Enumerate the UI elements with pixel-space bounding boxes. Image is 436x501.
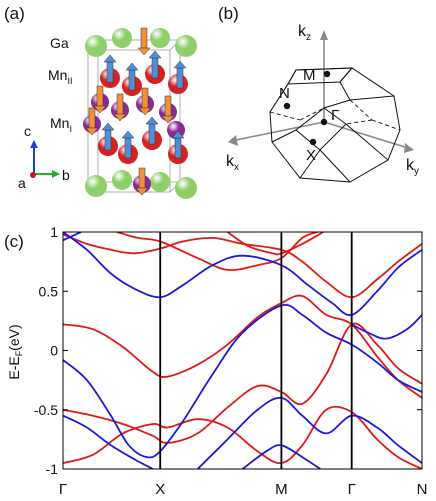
plot-frame	[62, 231, 423, 470]
panel-c-label: (c)	[4, 232, 24, 251]
bz-X-label: X	[306, 147, 316, 164]
bz-points	[283, 70, 331, 146]
axis-b-label: b	[62, 167, 70, 183]
point-N-dot	[283, 102, 291, 110]
svg-text:MnI: MnI	[50, 115, 72, 134]
crystal-structure-figure: Ga MnII MnI c a b	[18, 27, 197, 199]
spin-down-arrow	[85, 107, 99, 136]
kpoint-tick-label: M	[275, 481, 288, 498]
mn1-subscript: I	[69, 124, 72, 134]
spin-up-arrow	[171, 130, 185, 159]
bz-Gamma-label: Γ	[331, 107, 339, 124]
kpoint-tick-label: Γ	[59, 481, 67, 498]
panel-b-label: (b)	[218, 4, 239, 23]
ga-atom	[85, 175, 107, 197]
ga-atom	[112, 28, 132, 48]
spin-up-arrow	[148, 50, 162, 79]
spin-down-arrow	[137, 27, 151, 56]
bz-N-label: N	[279, 85, 290, 102]
bz-ky-label: ky	[406, 157, 419, 177]
ga-atom	[150, 28, 170, 48]
spin-up-band-2	[63, 405, 422, 469]
bz-kz-label: kz	[298, 23, 311, 43]
ga-atom	[150, 172, 170, 192]
ga-atom	[85, 35, 107, 57]
bz-hidden-edges	[269, 83, 401, 131]
mn2-label: Mn	[48, 67, 67, 83]
spin-up-arrow	[173, 60, 187, 89]
svg-text:MnII: MnII	[48, 67, 72, 86]
bz-M-label: M	[303, 67, 316, 84]
brillouin-zone-figure: kz kx ky M N Γ X	[226, 23, 419, 183]
kpoint-tick-label: Γ	[348, 481, 356, 498]
point-Gamma-dot	[320, 118, 328, 126]
mn2-subscript: II	[67, 76, 72, 86]
spin-up-arrow	[125, 62, 139, 91]
y-tick-label: -0.5	[34, 402, 58, 418]
bz-solid-edges	[269, 67, 401, 183]
spin-down-band-3	[63, 414, 154, 469]
spin-up-band-0	[63, 294, 422, 399]
ga-atom	[175, 35, 197, 57]
kpoint-tick-label: X	[155, 481, 165, 498]
spin-down-arrow	[93, 85, 107, 114]
spin-up-band-5	[226, 232, 324, 256]
bz-kx-label: kx	[226, 153, 239, 173]
spin-up-band-3	[63, 233, 422, 299]
spin-up-band-1	[63, 322, 422, 444]
spin-down-arrow	[161, 95, 175, 124]
point-X-dot	[309, 138, 317, 146]
y-tick-label: 0	[50, 343, 58, 359]
ga-label: Ga	[50, 35, 69, 51]
spin-down-band-0	[63, 232, 422, 317]
ga-atom	[175, 177, 197, 199]
panel-a-label: (a)	[4, 4, 25, 23]
spin-up-arrow	[121, 130, 135, 159]
spin-up-band-4	[116, 232, 318, 272]
spin-down-band-4	[196, 396, 422, 469]
y-tick-label: 1	[50, 224, 58, 240]
spin-up-arrow	[145, 116, 159, 145]
crystal-axes: c a b	[18, 123, 70, 191]
spin-down-band-2	[63, 303, 422, 459]
axis-a-label: a	[18, 175, 26, 191]
kpoint-tick-label: N	[417, 481, 428, 498]
spin-down-band-6	[351, 314, 422, 340]
spin-up-arrow	[101, 122, 115, 151]
spin-up-arrow	[103, 54, 117, 83]
axis-c-label: c	[24, 123, 31, 139]
ga-atom	[112, 170, 132, 190]
mn1-label: Mn	[50, 115, 69, 131]
y-tick-label: 0.5	[39, 283, 59, 299]
spin-down-arrow	[138, 87, 152, 116]
spin-down-arrow	[135, 167, 149, 196]
spin-down-arrow	[113, 93, 127, 122]
y-axis-label: E-EF(eV)	[6, 324, 24, 379]
point-M-dot	[323, 70, 331, 78]
y-tick-label: -1	[46, 461, 59, 477]
